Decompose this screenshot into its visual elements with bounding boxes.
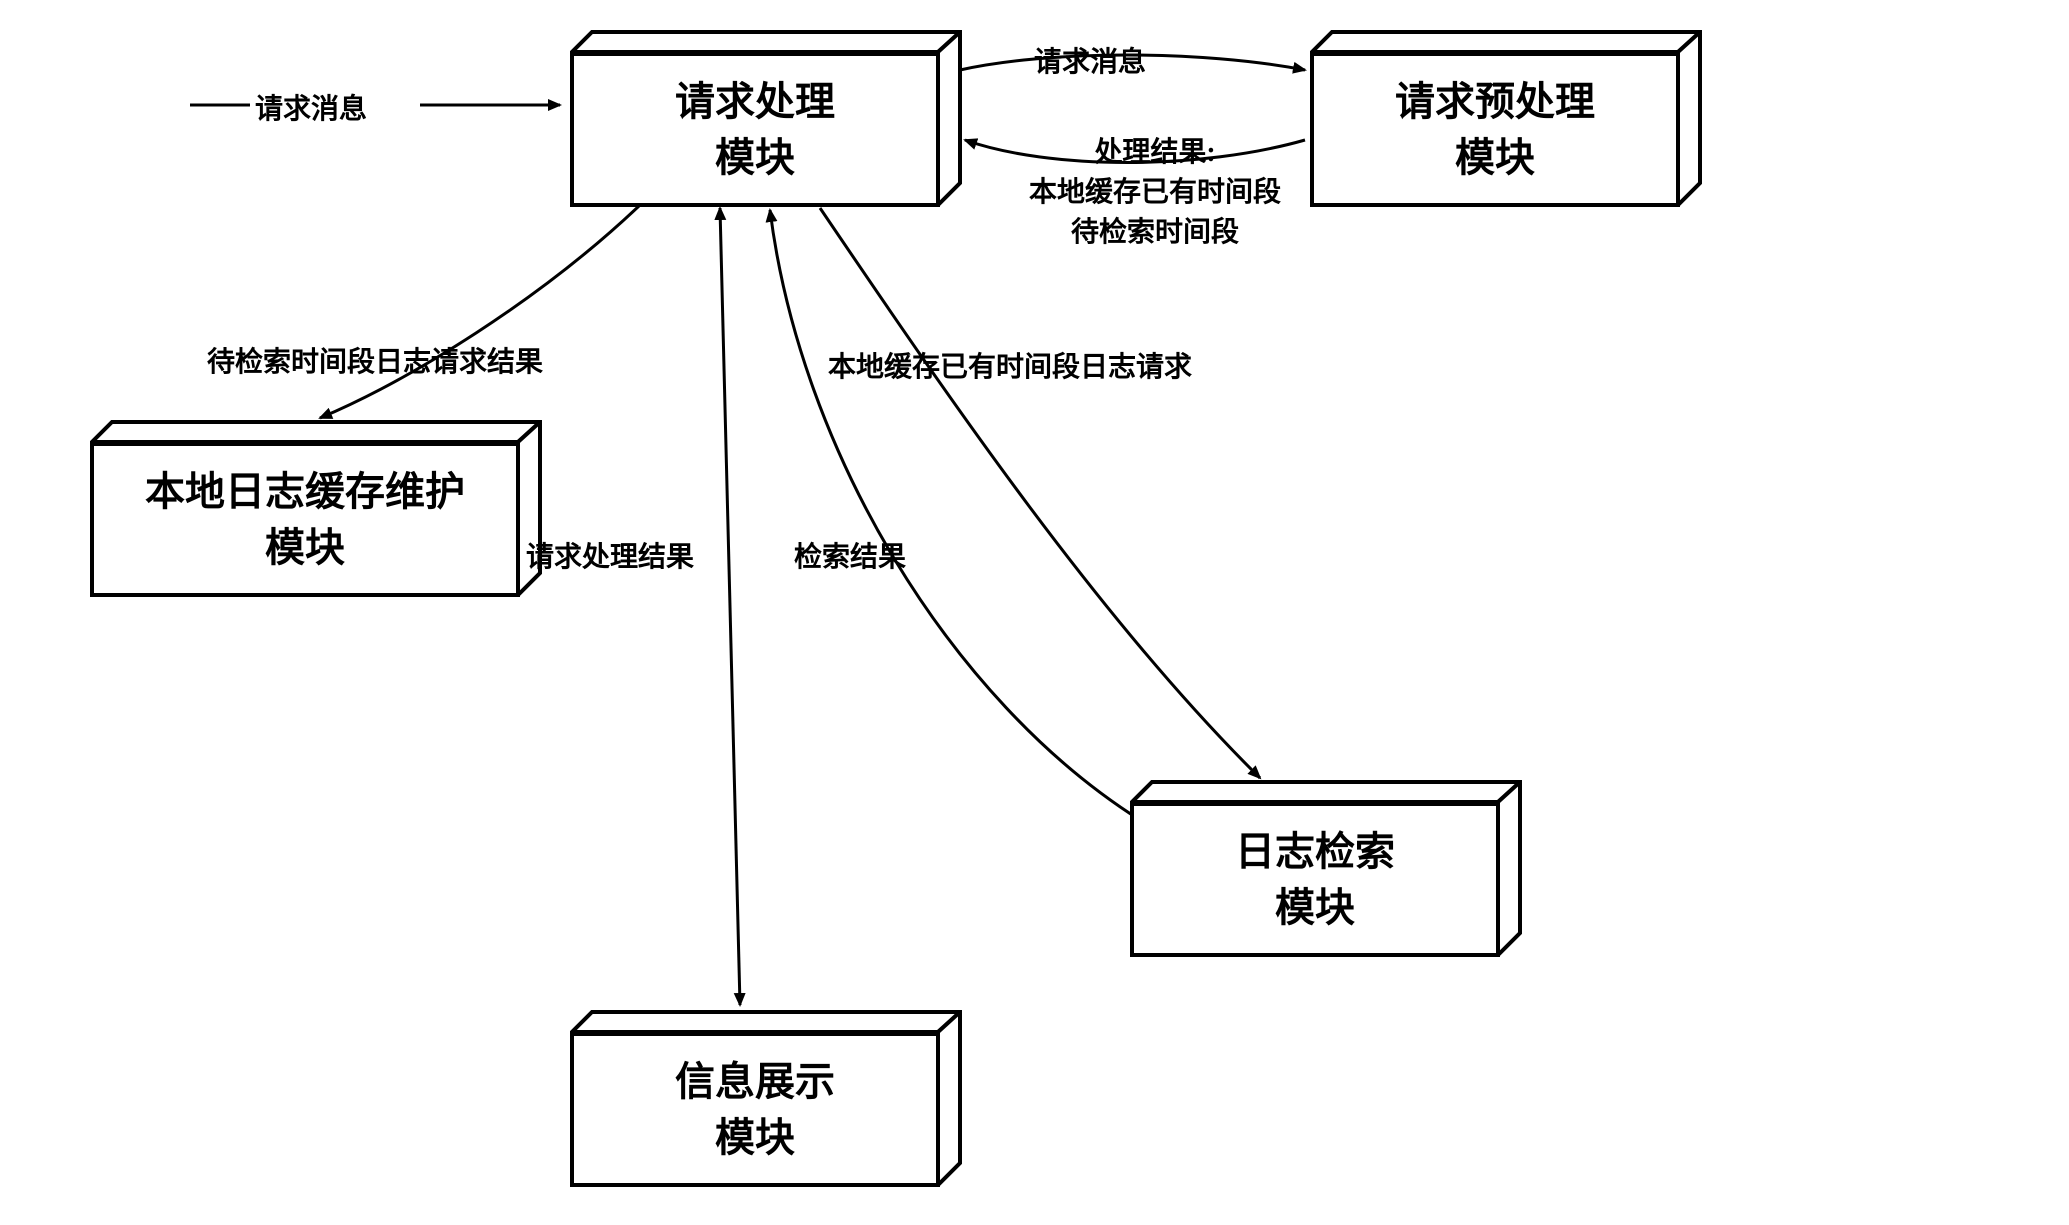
edge-e5 — [770, 210, 1140, 820]
node-front-request_processing: 请求处理模块 — [570, 52, 940, 207]
node-front-request_preprocessing: 请求预处理模块 — [1310, 52, 1680, 207]
edge-e3 — [320, 205, 640, 418]
edge-e4 — [820, 208, 1260, 778]
node-subtitle: 模块 — [715, 130, 795, 186]
edge-label-e2: 处理结果: 本地缓存已有时间段 待检索时间段 — [1029, 130, 1281, 250]
edge-label-e6: 请求处理结果 — [526, 535, 694, 575]
node-front-local_log_cache: 本地日志缓存维护模块 — [90, 442, 520, 597]
node-front-info_display: 信息展示模块 — [570, 1032, 940, 1187]
node-title: 日志检索 — [1235, 824, 1395, 880]
node-subtitle: 模块 — [265, 520, 345, 576]
node-local_log_cache: 本地日志缓存维护模块 — [90, 420, 542, 597]
flowchart-diagram: 请求处理模块请求预处理模块本地日志缓存维护模块日志检索模块信息展示模块请求消息请… — [0, 0, 2069, 1225]
node-request_preprocessing: 请求预处理模块 — [1310, 30, 1702, 207]
node-title: 本地日志缓存维护 — [145, 464, 465, 520]
node-subtitle: 模块 — [715, 1110, 795, 1166]
node-title: 请求处理 — [675, 74, 835, 130]
node-title: 信息展示 — [675, 1054, 835, 1110]
node-log_retrieval: 日志检索模块 — [1130, 780, 1522, 957]
node-subtitle: 模块 — [1275, 880, 1355, 936]
node-front-log_retrieval: 日志检索模块 — [1130, 802, 1500, 957]
edge-e6 — [720, 208, 740, 1005]
edge-label-e1: 请求消息 — [1034, 40, 1146, 80]
external-input-label: 请求消息 — [255, 87, 367, 127]
node-title: 请求预处理 — [1395, 74, 1595, 130]
edge-label-e5: 检索结果 — [794, 535, 906, 575]
node-subtitle: 模块 — [1455, 130, 1535, 186]
node-request_processing: 请求处理模块 — [570, 30, 962, 207]
edge-label-e4: 本地缓存已有时间段日志请求 — [828, 345, 1192, 385]
node-info_display: 信息展示模块 — [570, 1010, 962, 1187]
edge-label-e3: 待检索时间段日志请求结果 — [207, 340, 543, 380]
